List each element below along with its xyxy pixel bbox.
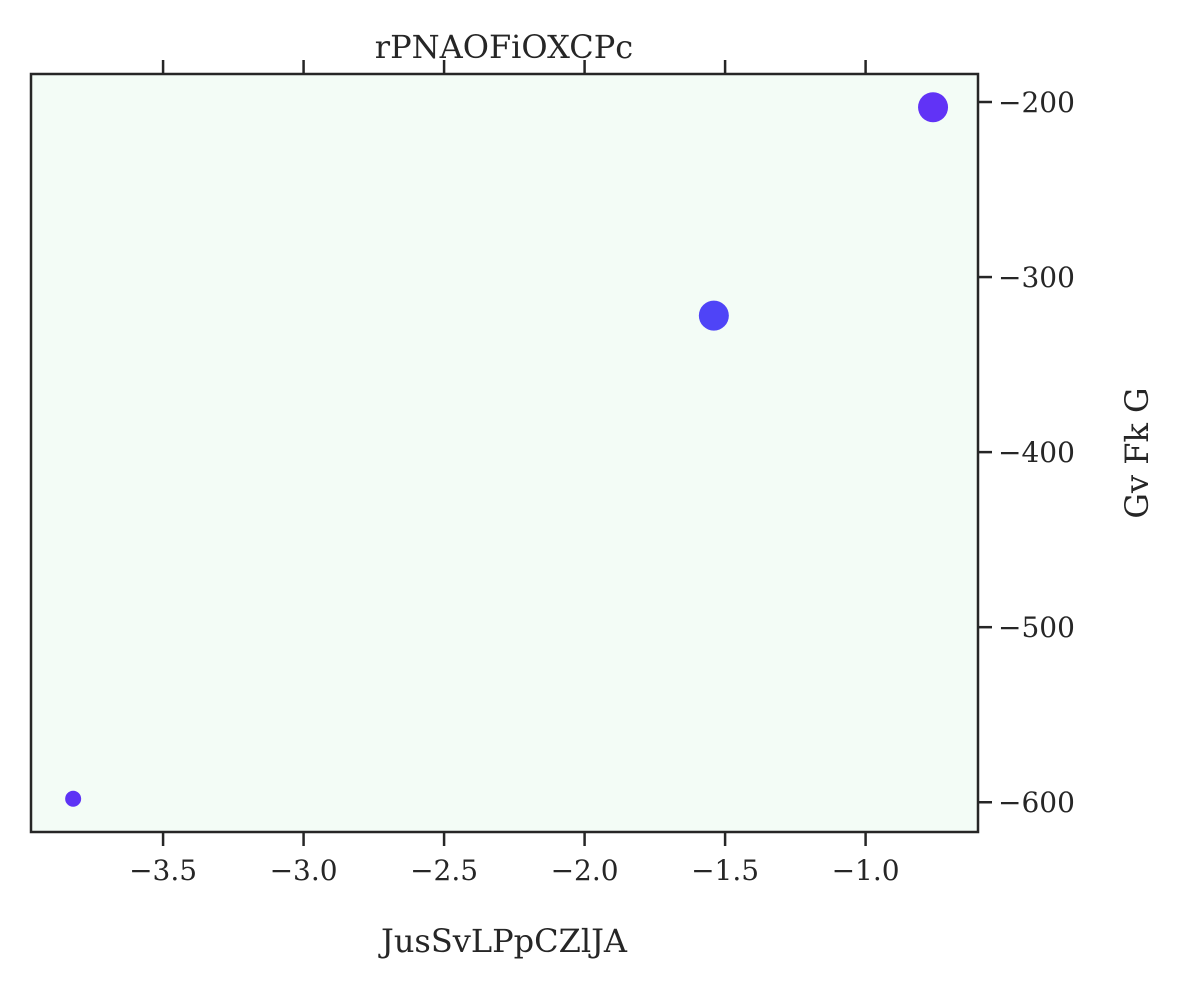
chart-title: rPNAOFiOXCPc: [375, 28, 633, 66]
scatter-point: [698, 300, 729, 331]
data-points: [65, 92, 949, 807]
plot-frame: [29, 72, 980, 834]
x-tick-label: −2.0: [551, 854, 619, 887]
x-tick-label: −1.5: [691, 854, 759, 887]
plot-area: [31, 74, 978, 832]
y-axis-label: Gv Fk G: [1118, 387, 1156, 518]
y-axis-ticks: −200 −300 −400 −500 −600: [978, 86, 1075, 819]
x-axis-ticks: −3.5 −3.0 −2.5 −2.0 −1.5 −1.0: [129, 60, 900, 887]
y-tick-label: −600: [998, 786, 1075, 819]
y-tick-label: −500: [998, 611, 1075, 644]
x-tick-label: −3.5: [129, 854, 197, 887]
x-tick-label: −3.0: [270, 854, 338, 887]
x-axis-label: JusSvLPpCZlJA: [378, 922, 628, 960]
x-tick-label: −2.5: [410, 854, 478, 887]
scatter-point: [918, 92, 949, 123]
y-tick-label: −300: [998, 261, 1075, 294]
x-tick-label: −1.0: [832, 854, 900, 887]
scatter-point: [65, 790, 82, 807]
y-tick-label: −200: [998, 86, 1075, 119]
y-tick-label: −400: [998, 436, 1075, 469]
